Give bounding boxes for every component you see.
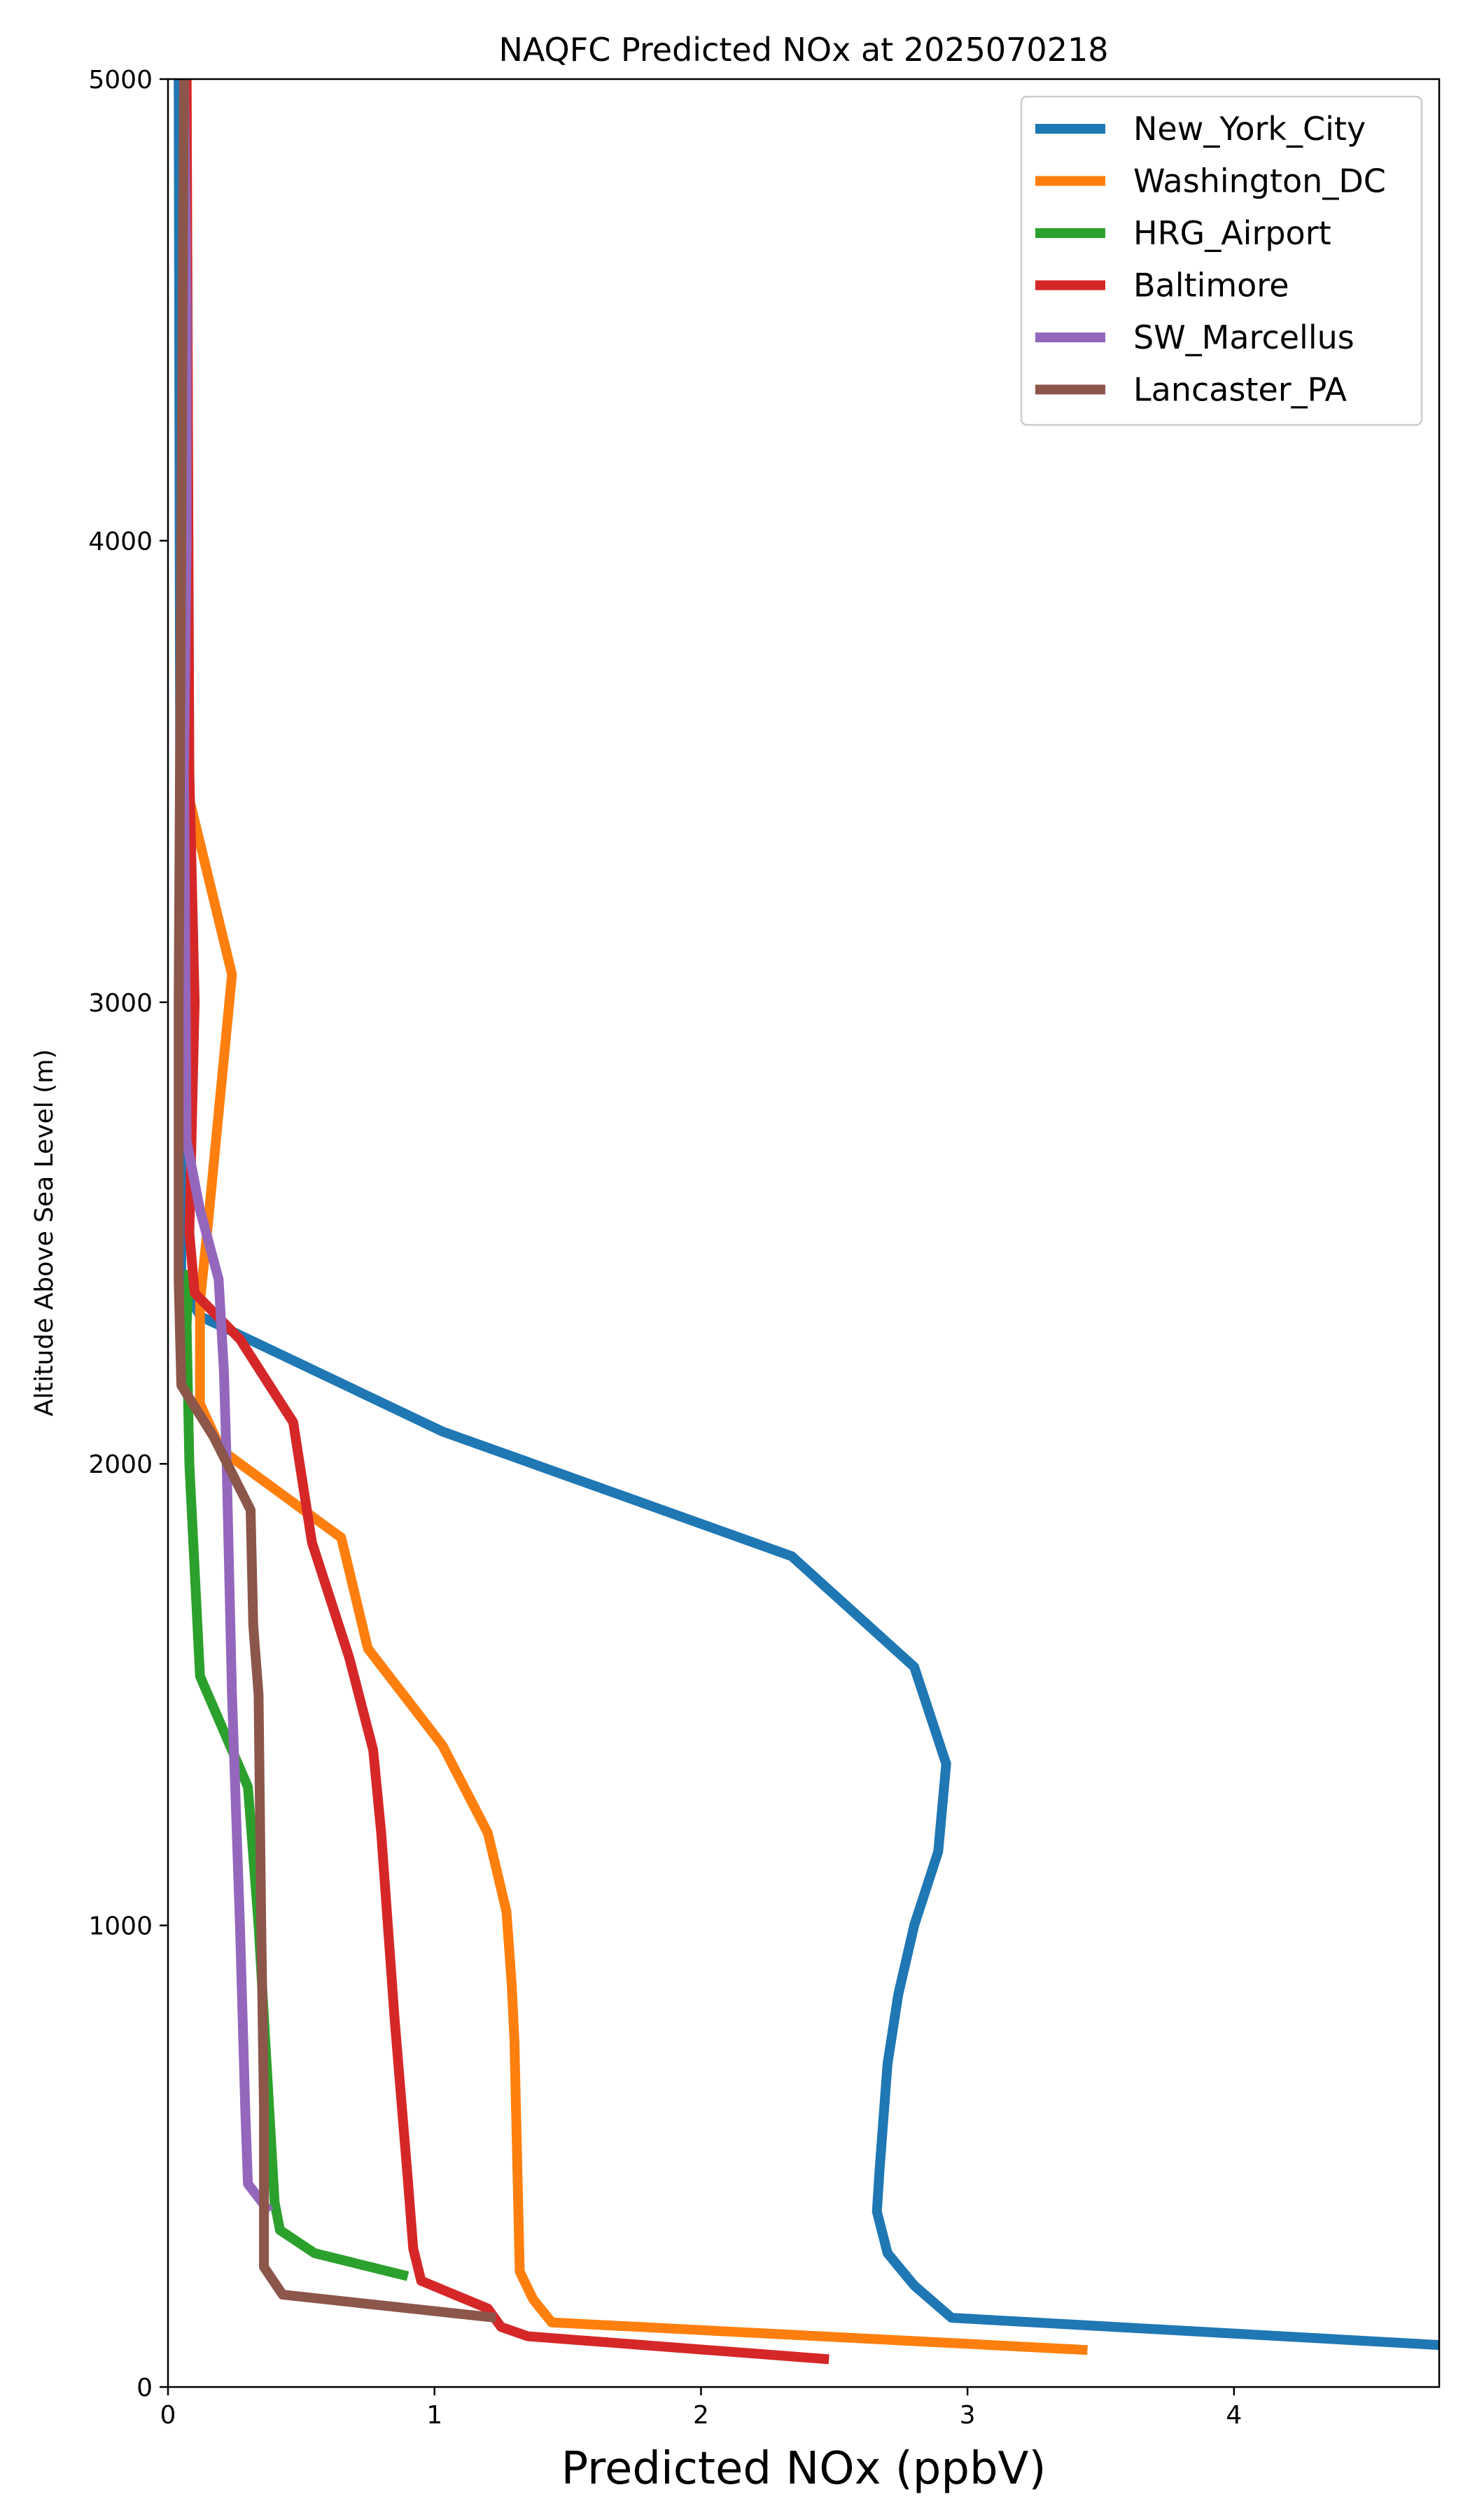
legend-label: New_York_City [1133, 110, 1366, 148]
y-axis-label: Altitude Above Sea Level (m) [30, 1049, 59, 1417]
x-tick-label: 0 [160, 2401, 176, 2430]
legend: New_York_City Washington_DC HRG_Airport Bal… [1020, 95, 1423, 426]
series-line-sw-marcellus [178, 79, 274, 2215]
legend-label: HRG_Airport [1133, 214, 1331, 252]
y-tick-label: 5000 [88, 66, 153, 94]
y-tick-label: 2000 [88, 1450, 153, 1479]
series-line-new-york-city [174, 79, 1439, 2351]
legend-label: SW_Marcellus [1133, 318, 1354, 356]
x-tick-label: 2 [693, 2401, 709, 2430]
series-line-lancaster-pa [174, 79, 497, 2323]
legend-label: Washington_DC [1133, 162, 1386, 200]
legend-label: Lancaster_PA [1133, 371, 1347, 409]
y-tick-label: 1000 [88, 1912, 153, 1941]
legend-box [1020, 95, 1423, 426]
y-tick-label: 3000 [88, 989, 153, 1018]
x-tick-label: 3 [960, 2401, 976, 2430]
series-line-baltimore [181, 79, 830, 2365]
series-line-washington-dc [181, 79, 1088, 2356]
series-layer [174, 79, 1439, 2365]
y-tick-label: 0 [136, 2374, 153, 2402]
chart-title: NAQFC Predicted NOx at 2025070218 [498, 31, 1108, 69]
x-axis-label: Predicted NOx (ppbV) [561, 2443, 1046, 2495]
y-tick-label: 4000 [88, 527, 153, 556]
x-tick-label: 1 [426, 2401, 442, 2430]
axes-layer: 0 1 2 3 4 0 1000 2000 3000 4000 5000 [88, 66, 1242, 2430]
plot-frame [167, 78, 1441, 2388]
legend-label: Baltimore [1133, 267, 1289, 304]
x-tick-label: 4 [1226, 2401, 1242, 2430]
